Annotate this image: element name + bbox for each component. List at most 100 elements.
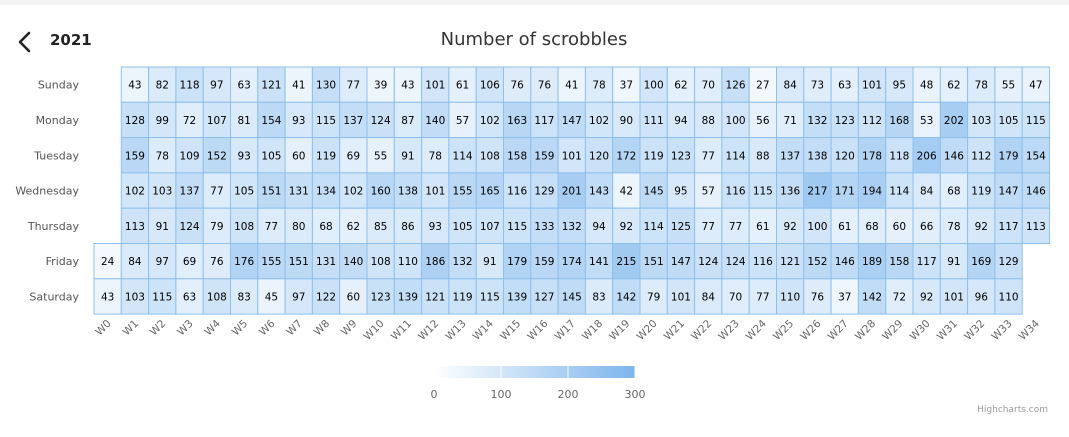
heatmap-cell <box>666 101 696 139</box>
heatmap-cell <box>448 137 477 174</box>
heatmap-cell <box>994 243 1023 280</box>
heatmap-cell <box>421 172 450 209</box>
heatmap-cell <box>311 207 341 244</box>
cell-value-label: 77 <box>756 291 769 303</box>
cell-value-label: 78 <box>156 150 169 162</box>
cell-value-label: 77 <box>729 221 742 233</box>
heatmap-cell <box>1021 207 1051 244</box>
cell-value-label: 137 <box>180 186 200 198</box>
cell-value-label: 121 <box>425 291 445 303</box>
heatmap-cell <box>503 243 532 280</box>
heatmap-cell <box>366 278 395 315</box>
heatmap-cell <box>584 243 614 280</box>
cell-value-label: 62 <box>347 221 360 233</box>
cell-value-label: 142 <box>862 291 882 303</box>
cell-value-label: 125 <box>671 221 691 233</box>
cell-value-label: 186 <box>425 256 445 268</box>
cell-value-label: 45 <box>265 291 278 303</box>
cell-value-label: 102 <box>125 186 145 198</box>
cell-value-label: 73 <box>811 80 824 92</box>
cell-value-label: 115 <box>152 291 172 303</box>
cell-value-label: 154 <box>1026 150 1046 162</box>
heatmap-cell <box>912 66 941 103</box>
cell-value-label: 76 <box>210 256 224 268</box>
cell-value-label: 84 <box>128 256 142 268</box>
heatmap-cells: 43 82 118 97 63 121 41 130 77 39 43 101 61 106 76 76 41 7… <box>93 66 1051 315</box>
heatmap-cell <box>857 278 887 315</box>
cell-value-label: 115 <box>1026 115 1046 127</box>
cell-value-label: 132 <box>453 256 473 268</box>
cell-value-label: 163 <box>507 115 527 127</box>
heatmap-cell <box>475 278 505 315</box>
back-arrow-icon[interactable] <box>14 29 36 55</box>
cell-value-label: 83 <box>237 291 250 303</box>
heatmap-cell <box>967 278 996 315</box>
cell-value-label: 159 <box>534 150 554 162</box>
cell-value-label: 101 <box>562 150 582 162</box>
cell-value-label: 115 <box>480 291 500 303</box>
cell-value-label: 77 <box>702 221 715 233</box>
heatmap-cell <box>748 172 778 209</box>
heatmap-cell <box>530 66 559 103</box>
cell-value-label: 76 <box>538 80 552 92</box>
cell-value-label: 37 <box>838 291 851 303</box>
cell-value-label: 158 <box>889 256 909 268</box>
cell-value-label: 113 <box>125 221 145 233</box>
column-label: W23 <box>716 318 741 343</box>
cell-value-label: 62 <box>674 80 687 92</box>
heatmap-cell <box>284 207 313 244</box>
heatmap-cell <box>366 137 395 174</box>
heatmap-cell <box>475 66 505 103</box>
heatmap-cell <box>666 172 696 209</box>
cell-value-label: 147 <box>999 186 1019 198</box>
cell-value-label: 131 <box>316 256 336 268</box>
cell-value-label: 94 <box>592 221 606 233</box>
cell-value-label: 124 <box>180 221 200 233</box>
cell-value-label: 91 <box>401 150 414 162</box>
cell-value-label: 189 <box>862 256 882 268</box>
credits-link[interactable]: Highcharts.com <box>977 405 1048 415</box>
cell-value-label: 115 <box>507 221 527 233</box>
heatmap-cell <box>120 172 150 209</box>
legend-tick-label: 300 <box>625 388 646 401</box>
heatmap-cell <box>803 172 832 209</box>
cell-value-label: 88 <box>702 115 715 127</box>
column-label: W20 <box>634 318 659 343</box>
heatmap-cell <box>202 137 231 174</box>
column-label: W22 <box>689 318 714 343</box>
cell-value-label: 123 <box>371 291 391 303</box>
cell-value-label: 63 <box>838 80 851 92</box>
heatmap-cell <box>912 137 941 174</box>
column-label: W30 <box>907 318 932 343</box>
heatmap-cell <box>939 137 969 174</box>
heatmap-cell <box>257 207 286 244</box>
cell-value-label: 70 <box>702 80 715 92</box>
heatmap-cell <box>202 243 231 280</box>
heatmap-cell <box>803 66 832 103</box>
row-label: Sunday <box>38 79 80 92</box>
cell-value-label: 90 <box>620 115 633 127</box>
cell-value-label: 115 <box>753 186 773 198</box>
cell-value-label: 114 <box>726 150 746 162</box>
column-label: W33 <box>989 318 1014 343</box>
cell-value-label: 105 <box>999 115 1019 127</box>
heatmap-cell <box>612 243 641 280</box>
heatmap-cell <box>885 243 914 280</box>
cell-value-label: 103 <box>971 115 991 127</box>
cell-value-label: 179 <box>507 256 527 268</box>
heatmap-cell <box>1021 101 1051 139</box>
cell-value-label: 108 <box>234 221 254 233</box>
heatmap-cell <box>284 101 313 139</box>
heatmap-cell <box>557 207 586 244</box>
cell-value-label: 169 <box>971 256 991 268</box>
heatmap-cell <box>639 278 668 315</box>
column-label: W11 <box>389 318 414 343</box>
heatmap-cell <box>666 243 696 280</box>
heatmap-cell <box>885 101 914 139</box>
cell-value-label: 136 <box>780 186 800 198</box>
cell-value-label: 79 <box>647 291 660 303</box>
cell-value-label: 113 <box>1026 221 1046 233</box>
cell-value-label: 124 <box>726 256 746 268</box>
heatmap-cell <box>475 243 505 280</box>
heatmap-cell <box>666 66 696 103</box>
